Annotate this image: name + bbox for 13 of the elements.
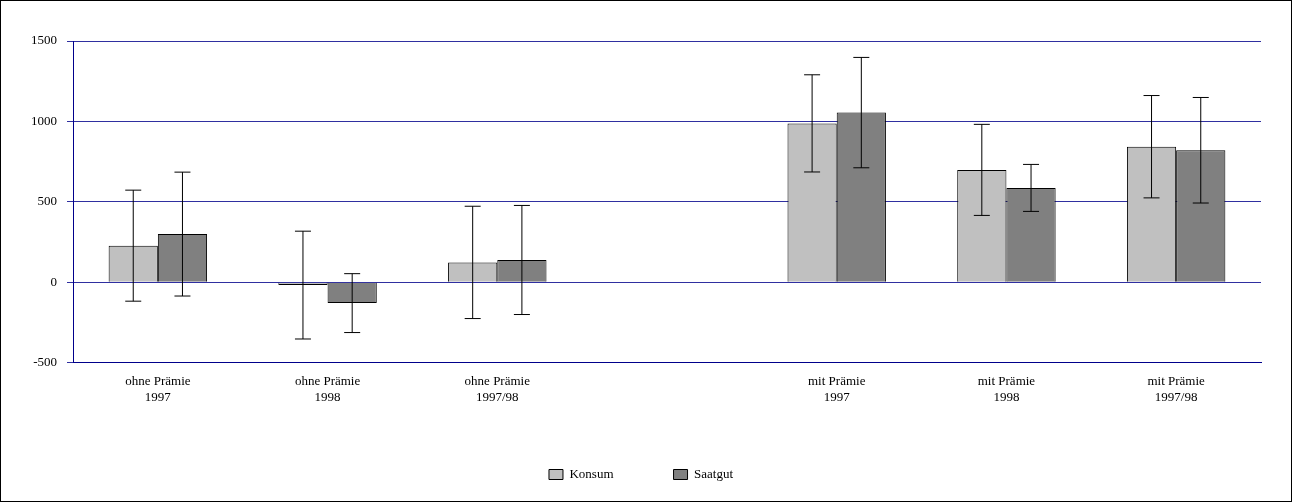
- x-tick-label: ohne Prämie 1998: [294, 373, 361, 404]
- legend-label: Konsum: [569, 465, 614, 481]
- x-tick-label: mit Prämie 1997/98: [1147, 373, 1206, 404]
- y-tick-label: 500: [37, 193, 57, 209]
- x-tick-label: mit Prämie 1998: [977, 373, 1036, 404]
- x-tick-label: ohne Prämie 1997: [125, 373, 191, 404]
- x-tick-label: mit Prämie 1997: [808, 373, 866, 404]
- y-tick-label: 1500: [31, 32, 57, 48]
- x-tick-label: ohne Prämie 1997/98: [464, 373, 531, 404]
- y-tick-label: -500: [33, 354, 57, 370]
- y-tick-label: 0: [50, 273, 57, 289]
- y-tick-label: 1000: [31, 112, 57, 128]
- legend-label: Saatgut: [694, 465, 734, 481]
